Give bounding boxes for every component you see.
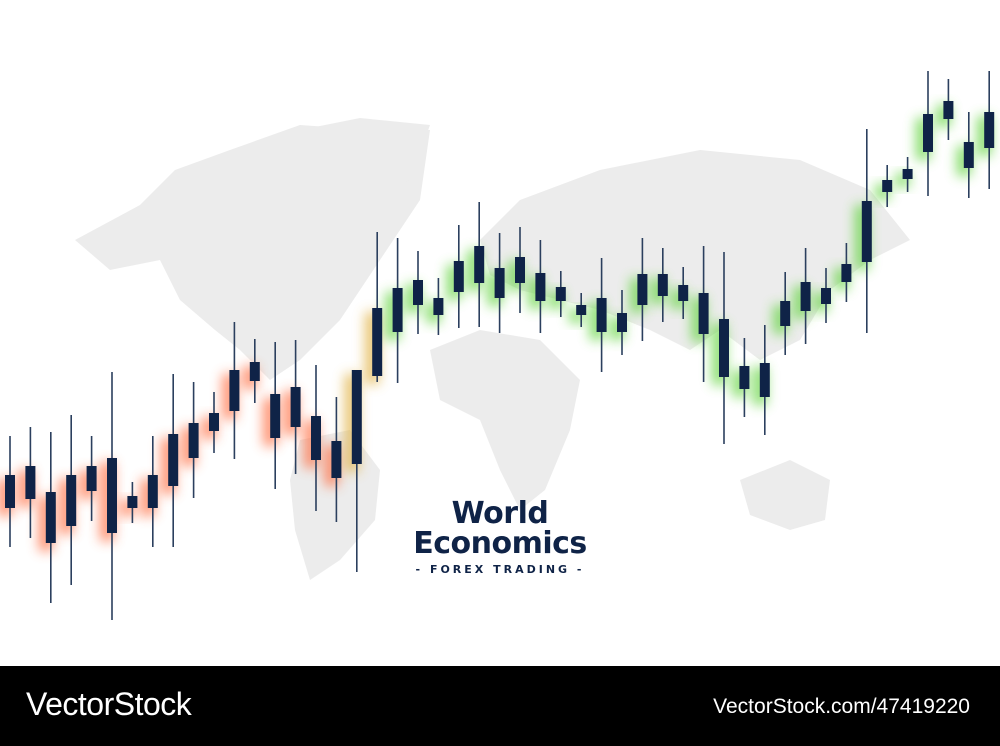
candle-body [535, 273, 546, 301]
candle-body [413, 280, 423, 305]
candle-body [147, 475, 158, 508]
candle-body [290, 387, 301, 427]
candle-body [372, 308, 383, 376]
candle-body [902, 169, 913, 179]
candle-body [861, 201, 872, 262]
candle-body [943, 101, 954, 119]
candle-body [923, 114, 933, 152]
candle-body [311, 416, 321, 460]
candle-body [637, 274, 648, 305]
candlestick-chart [0, 71, 995, 620]
candle-body [209, 413, 219, 431]
candle-body [25, 466, 36, 499]
candle-body [45, 492, 56, 543]
candle-body [739, 366, 750, 389]
candle-body [474, 246, 485, 283]
candle-body [963, 142, 974, 168]
candle-body [188, 423, 199, 458]
candle-body [780, 301, 791, 326]
candle-body [984, 112, 995, 148]
candle-body [800, 282, 811, 311]
candle-body [841, 264, 852, 282]
candle-body [127, 496, 138, 508]
image-reference: VectorStock.com/47419220 [713, 695, 970, 718]
footer-bar: VectorStock VectorStock.com/47419220 [0, 666, 1000, 746]
map-africa [430, 330, 580, 510]
candle-body [249, 362, 260, 381]
headline-world: World [451, 496, 549, 531]
candle-body [66, 475, 77, 526]
candle-body [453, 261, 464, 292]
candle-body [86, 466, 97, 491]
map-australia [740, 460, 830, 530]
illustration: World Economics - FOREX TRADING - [0, 71, 995, 620]
candle-body [678, 285, 689, 301]
candle-body [555, 287, 566, 301]
candle-body [515, 257, 525, 283]
candle-body [698, 293, 709, 334]
candle-body [719, 319, 729, 377]
candle-body [821, 288, 831, 304]
vectorstock-logo[interactable]: VectorStock [26, 686, 192, 722]
candle-body [392, 288, 403, 332]
candle-body [433, 298, 444, 315]
candle-body [229, 370, 240, 411]
candle-body [494, 268, 505, 298]
candle-body [270, 394, 281, 438]
candle-body [759, 363, 770, 397]
candle-body [107, 458, 117, 533]
candle-body [331, 441, 342, 478]
headline-economics: Economics [413, 526, 587, 561]
candle-body [351, 370, 362, 464]
candle-body [5, 475, 15, 508]
candle-body [657, 274, 668, 296]
candle-body [596, 298, 607, 332]
map-north-america [75, 125, 430, 380]
candle-body [882, 180, 893, 192]
tagline: - FOREX TRADING - [415, 563, 585, 576]
map-greenland [300, 118, 430, 200]
candle-body [168, 434, 179, 486]
candle-body [576, 305, 587, 315]
candle-body [617, 313, 627, 332]
